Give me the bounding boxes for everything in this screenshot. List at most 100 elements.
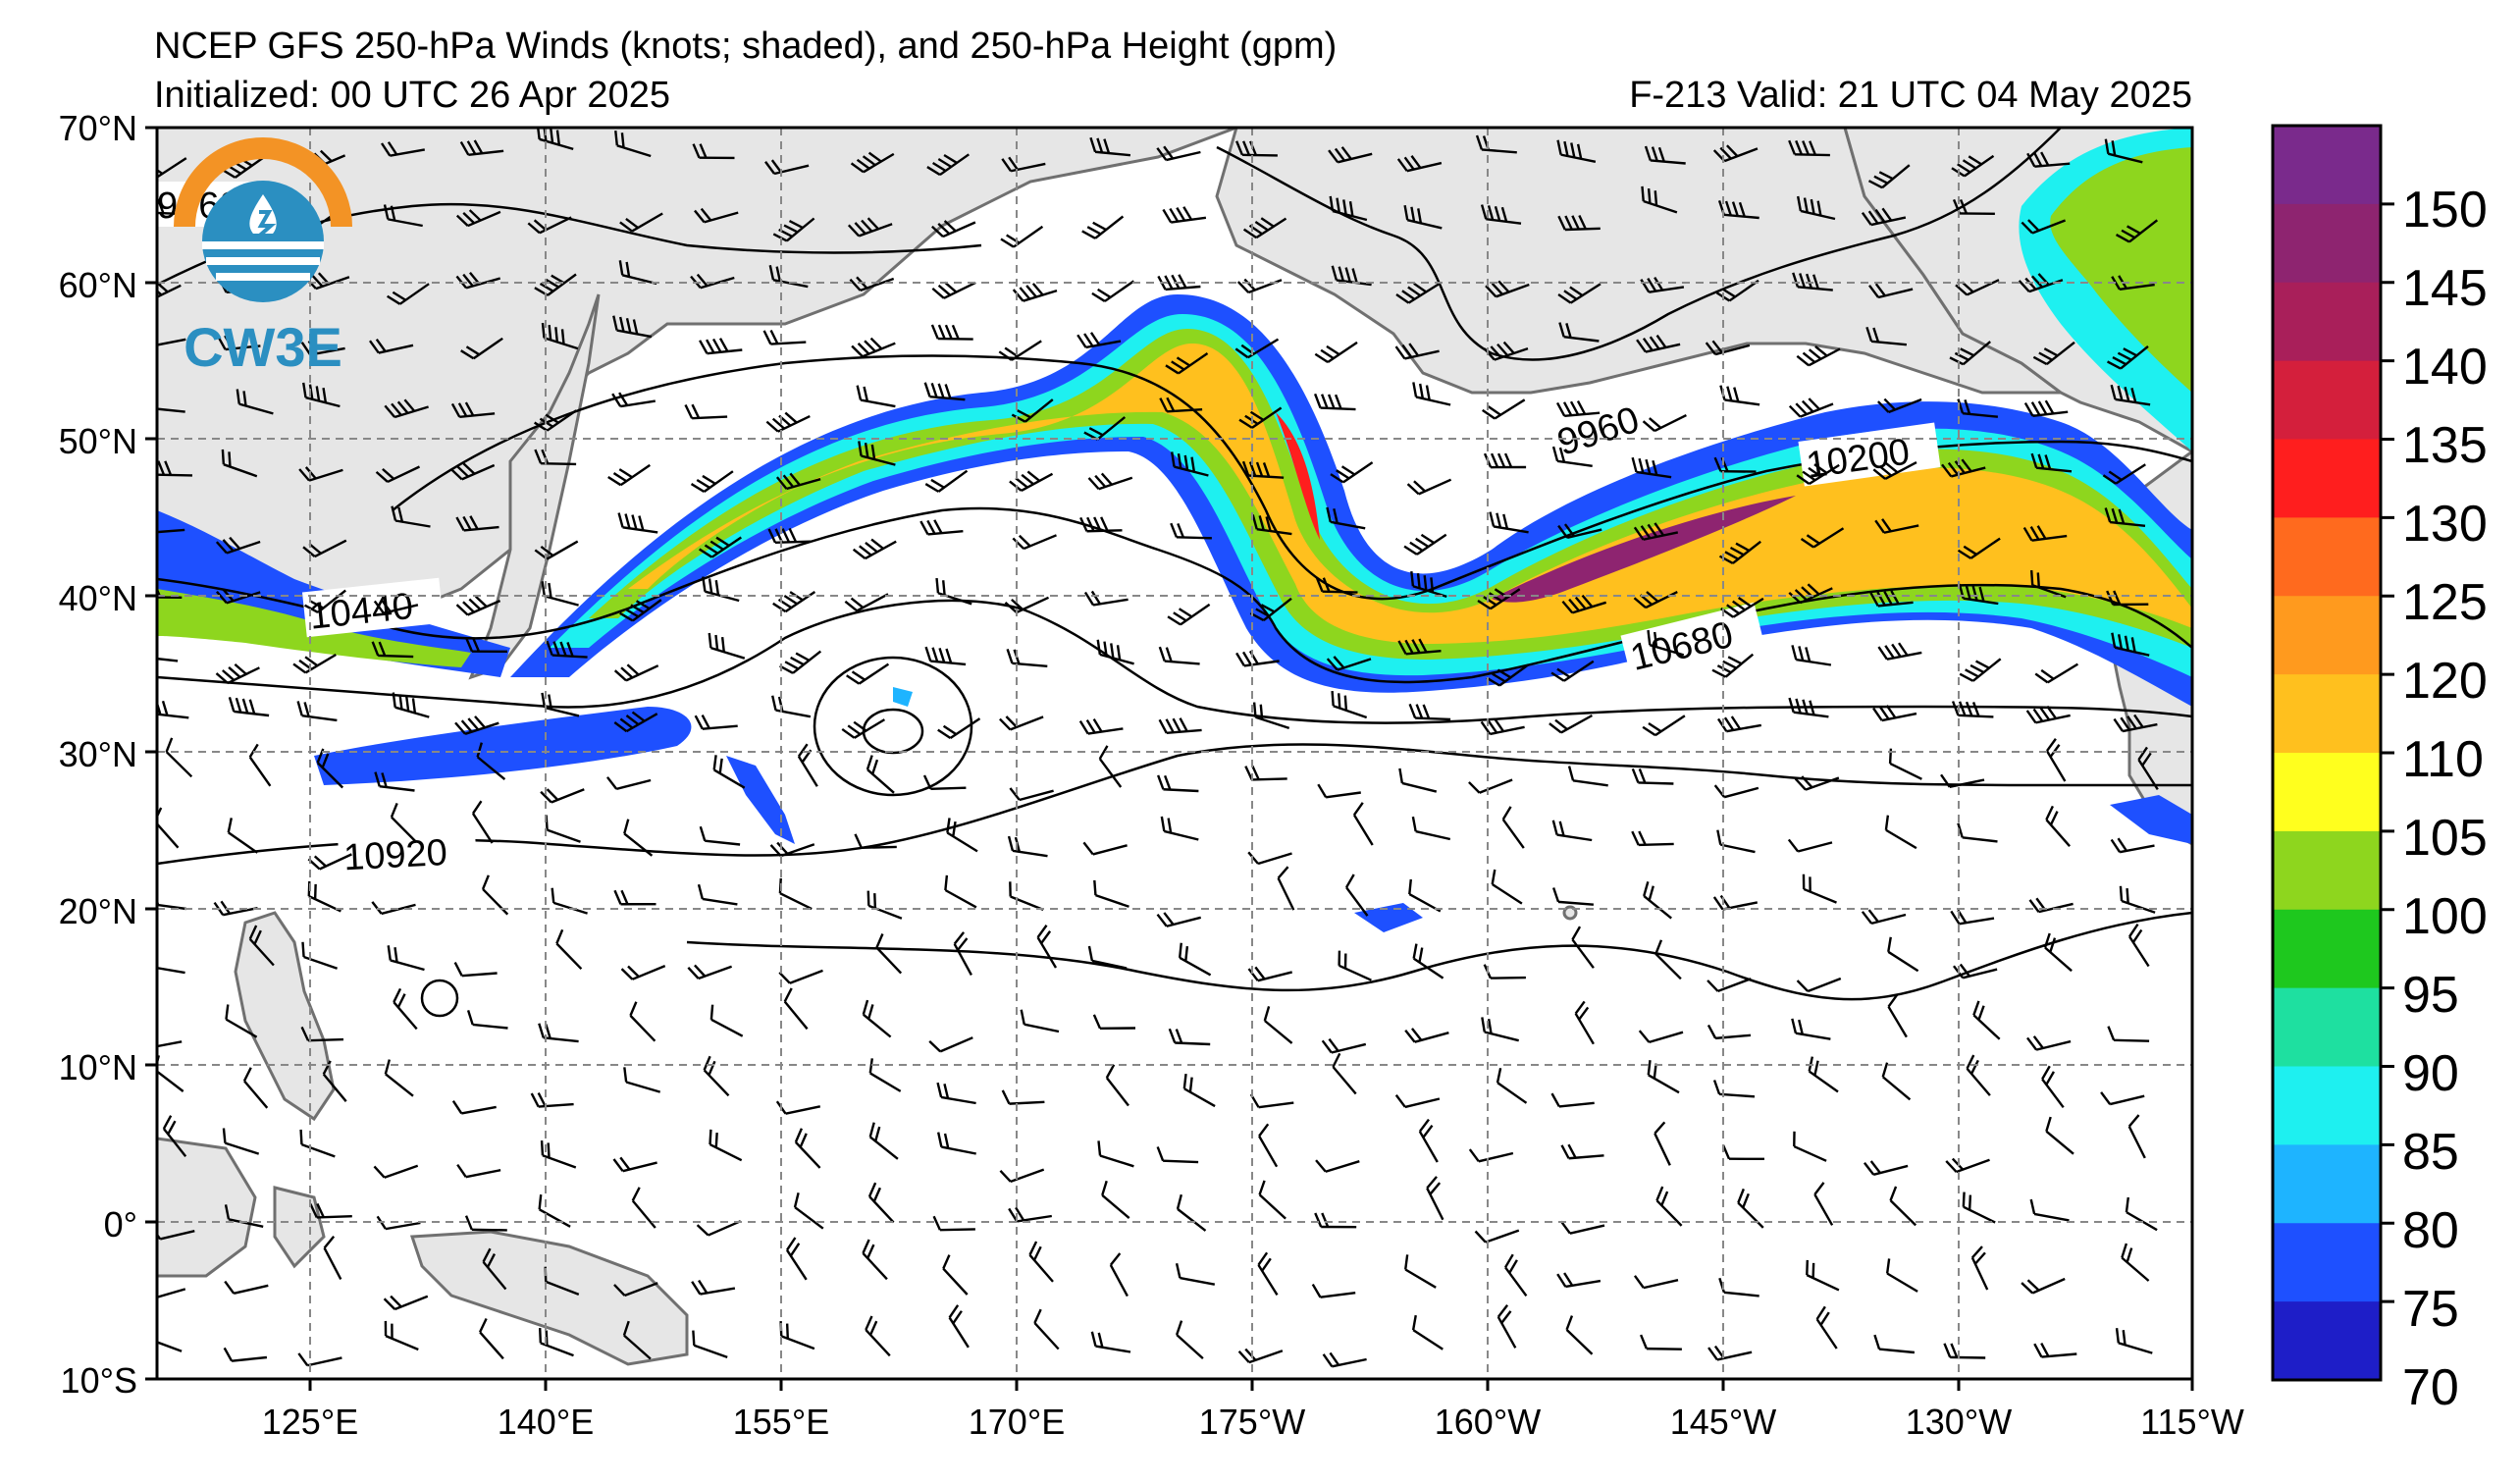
wind-barb (875, 933, 903, 975)
wind-barb (793, 1192, 824, 1230)
wind-barb (1641, 185, 1678, 214)
wind-barb (1321, 1037, 1367, 1054)
lon-label-140e: 140°E (497, 1402, 595, 1442)
wind-barb (1012, 283, 1058, 302)
wind-barb (620, 964, 666, 980)
wind-barb (865, 1315, 891, 1357)
wind-barb (300, 1026, 344, 1042)
wind-barb (1873, 1334, 1916, 1354)
wind-barb (1791, 1018, 1831, 1040)
wind-barb (390, 802, 418, 843)
wind-barb (1489, 511, 1529, 534)
wind-barb (2029, 1198, 2070, 1222)
colorbar-label-105: 105 (2402, 810, 2488, 867)
wind-barb (846, 662, 890, 685)
logo-text: CW3E (184, 316, 342, 378)
wind-barb (302, 382, 341, 408)
wind-barb (1574, 1000, 1595, 1045)
wind-barb (1237, 1348, 1284, 1364)
wind-barb (998, 340, 1042, 361)
wind-barb (854, 833, 897, 849)
wind-barb (1247, 966, 1292, 982)
colorbar-segment (2273, 360, 2381, 440)
wind-barb (1480, 204, 1522, 225)
wind-barb (1474, 1229, 1520, 1244)
wind-barb (157, 644, 179, 662)
wind-barb (1403, 204, 1443, 230)
wind-barb (2100, 1091, 2145, 1106)
wind-barb (1957, 822, 1998, 843)
wind-barb (1558, 322, 1600, 343)
wind-barb (322, 1060, 347, 1102)
land-new-guinea (409, 1230, 689, 1366)
wind-barb (223, 1347, 268, 1362)
wind-barb (157, 394, 185, 413)
wind-barb (1711, 653, 1755, 678)
wind-barb (1861, 207, 1907, 227)
wind-barb (1079, 516, 1123, 533)
wind-barb (1643, 880, 1672, 920)
wind-barb (1160, 816, 1199, 841)
wind-barb (1486, 663, 1530, 687)
colorbar-segment (2273, 203, 2381, 284)
wind-barb (1101, 1180, 1130, 1220)
wind-barb (1802, 874, 1837, 904)
lat-label-10n: 10°N (58, 1047, 137, 1087)
wind-barb (224, 1280, 269, 1296)
wind-barb (1501, 806, 1525, 849)
wind-barb (459, 139, 504, 157)
lon-label-125e: 125°E (261, 1402, 359, 1442)
wind-barb (464, 637, 508, 653)
wind-barb (1171, 451, 1209, 477)
wind-barb (1951, 701, 1994, 718)
wind-barb (1395, 282, 1440, 304)
wind-barb (1644, 145, 1686, 165)
wind-barb (1411, 816, 1451, 841)
wind-barb (297, 1352, 342, 1367)
wind-barb (1315, 577, 1358, 594)
colorbar-segment (2273, 1223, 2381, 1302)
wind-barb (456, 1163, 501, 1179)
wind-barb (1159, 397, 1203, 413)
wind-barb (1631, 768, 1674, 785)
lon-label-175w: 175°W (1198, 1402, 1306, 1442)
wind-barb (1252, 702, 1290, 730)
wind-barb (614, 131, 652, 158)
wind-barb (1872, 461, 1917, 480)
wind-barb (619, 212, 663, 233)
wind-barb (371, 641, 414, 659)
wind-barb (1235, 140, 1278, 157)
wind-barb (236, 389, 274, 415)
wind-barb (1352, 802, 1374, 846)
wind-barb (538, 1023, 579, 1043)
wind-barb (612, 1156, 657, 1173)
wind-barb (1719, 385, 1760, 406)
wind-barb (783, 987, 809, 1031)
wind-barb (1087, 472, 1133, 491)
wind-barb (930, 324, 973, 341)
wind-barb (694, 207, 739, 224)
wind-barb (1718, 1277, 1759, 1298)
lat-label-40n: 40°N (58, 578, 137, 618)
wind-barb (392, 692, 430, 718)
wind-barb (709, 1129, 743, 1162)
wind-barb (2107, 1026, 2150, 1042)
wind-barb (464, 1215, 507, 1232)
colorbar (2273, 126, 2394, 1381)
wind-barb (242, 1067, 269, 1109)
jet-band-subtropical (314, 707, 692, 785)
wind-barb (926, 153, 970, 177)
wind-barb (1332, 1052, 1357, 1095)
wind-barb (157, 518, 185, 534)
wind-barb (1560, 1143, 1604, 1160)
wind-barb (157, 332, 186, 347)
wind-barb (1404, 1254, 1437, 1289)
colorbar-label-90: 90 (2402, 1045, 2459, 1102)
wind-barb (703, 1055, 730, 1097)
wind-barb (1868, 283, 1914, 299)
wind-barb (1869, 590, 1914, 608)
colorbar-segment (2273, 596, 2381, 675)
wind-barb (1557, 283, 1601, 304)
wind-barb (762, 329, 807, 345)
wind-barb (373, 1164, 419, 1179)
